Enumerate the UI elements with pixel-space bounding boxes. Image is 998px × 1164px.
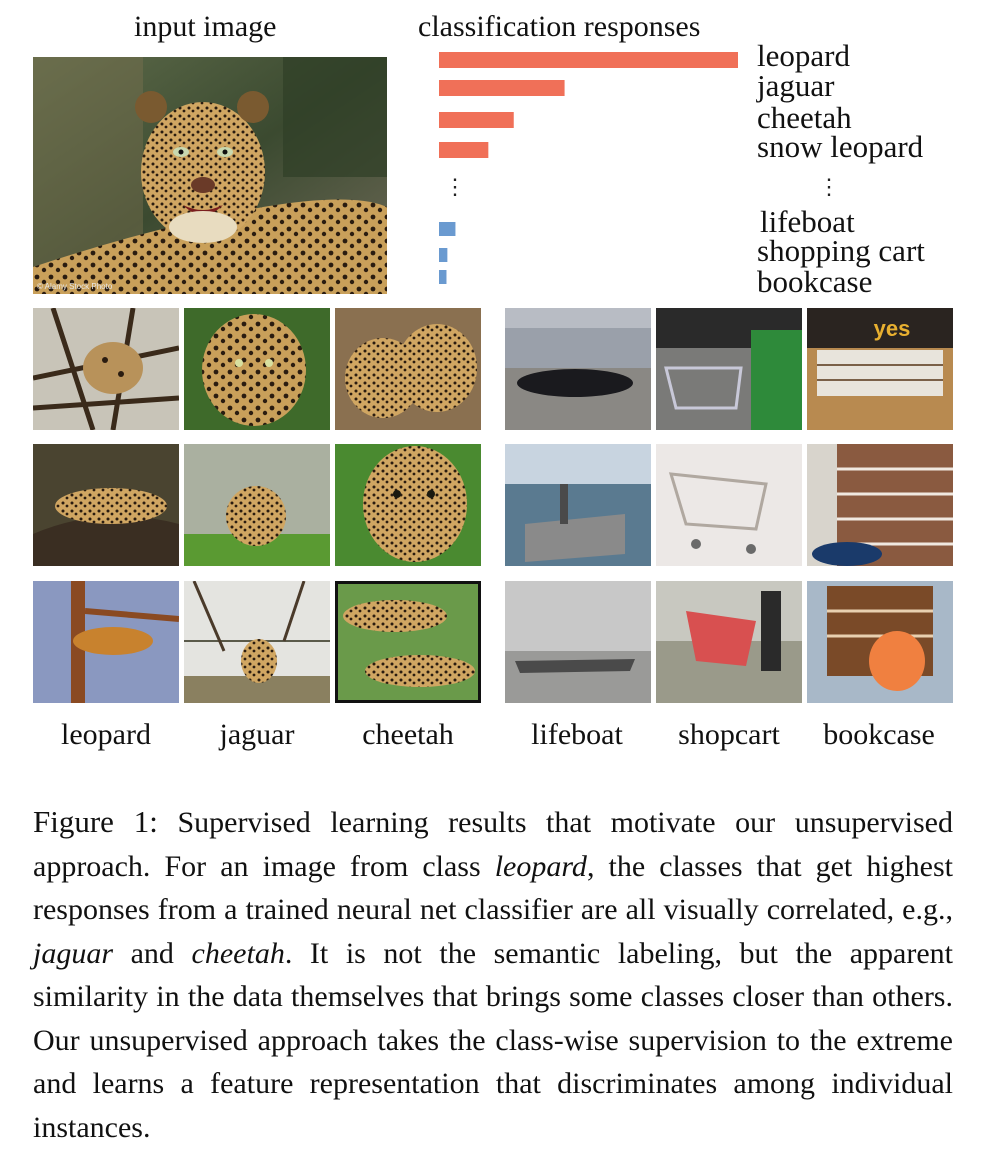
yes-sign-text: yes (874, 316, 911, 341)
thumb-shoppingcart-2 (656, 444, 802, 566)
classification-chart: leopard jaguar cheetah snow leopard ⋮ ⋮ … (420, 40, 980, 305)
bar-leopard (439, 52, 738, 68)
caption-italic-leopard: leopard (494, 849, 587, 883)
caption-text-1: Supervised learning results that motivat… (33, 806, 953, 883)
thumb-shoppingcart-3 (656, 581, 802, 703)
bar-label-lifeboat: lifeboat (760, 204, 855, 239)
thumb-leopard-2 (33, 444, 179, 566)
thumb-bookcase-3 (807, 581, 953, 703)
thumb-cheetah-3 (335, 581, 481, 703)
bar-shopping-cart (439, 248, 448, 262)
bar-label-leopard: leopard (757, 38, 850, 73)
figure-number: Figure 1: (33, 804, 158, 839)
caption-text-2: , the classes that get highest responses… (33, 849, 953, 927)
class-label-bookcase: bookcase (823, 718, 935, 751)
class-label-lifeboat: lifeboat (531, 718, 623, 751)
bar-bookcase (439, 270, 447, 284)
class-label-shopcart: shopcart (678, 718, 780, 751)
classification-heading: classification responses (418, 10, 701, 43)
thumb-jaguar-1 (184, 308, 330, 430)
thumb-jaguar-3 (184, 581, 330, 703)
bar-jaguar (439, 80, 565, 96)
bar-label-jaguar: jaguar (757, 68, 835, 103)
thumb-lifeboat-3 (505, 581, 651, 703)
thumb-bookcase-2 (807, 444, 953, 566)
thumb-shoppingcart-1 (656, 308, 802, 430)
thumb-bookcase-1: yes (807, 308, 953, 430)
caption-text-3: and (113, 936, 192, 970)
figure-caption: Figure 1: Supervised learning results th… (33, 800, 953, 1149)
class-label-cheetah: cheetah (362, 718, 454, 751)
thumb-lifeboat-2 (505, 444, 651, 566)
input-image-heading: input image (134, 10, 277, 43)
thumb-jaguar-2 (184, 444, 330, 566)
bar-lifeboat (439, 222, 456, 236)
caption-text-4: . It is not the semantic labeling, but t… (33, 936, 953, 1144)
class-label-jaguar: jaguar (219, 718, 295, 751)
bar-label-snow-leopard: snow leopard (757, 129, 924, 164)
input-leopard-image: © Alamy Stock Photo (33, 57, 387, 294)
caption-italic-jaguar: jaguar (33, 936, 114, 970)
thumb-cheetah-1 (335, 308, 481, 430)
watermark-text: © Alamy Stock Photo (37, 282, 113, 291)
class-label-leopard: leopard (61, 718, 151, 751)
thumb-lifeboat-1 (505, 308, 651, 430)
thumb-cheetah-2 (335, 444, 481, 566)
bar-label-bookcase: bookcase (757, 264, 873, 299)
caption-italic-cheetah: cheetah (191, 936, 285, 970)
thumb-leopard-3 (33, 581, 179, 703)
thumb-leopard-1 (33, 308, 179, 430)
bar-ellipsis-left: ⋮ (444, 174, 466, 199)
bar-label-cheetah: cheetah (757, 100, 852, 135)
bar-label-shopping-cart: shopping cart (757, 233, 925, 268)
label-ellipsis-right: ⋮ (818, 174, 840, 199)
bar-snow-leopard (439, 142, 489, 158)
bar-cheetah (439, 112, 514, 128)
